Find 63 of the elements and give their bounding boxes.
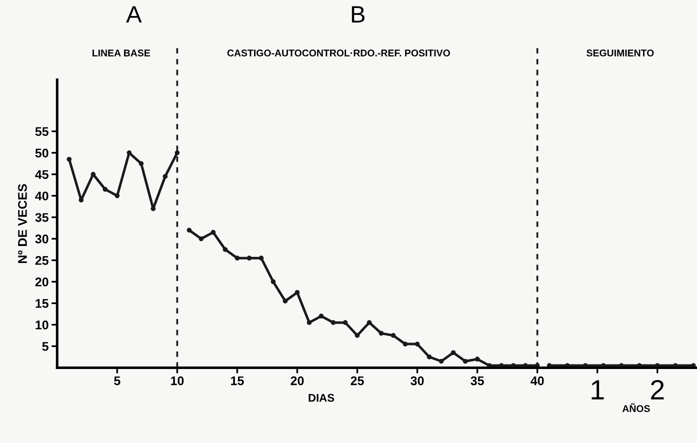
point [114,193,120,198]
point [234,256,240,261]
point [78,198,84,203]
x-tick-label: 5 [114,376,120,386]
y-tick-label: 35 [35,213,48,222]
point [66,156,72,162]
text: 1 [592,380,604,400]
y-tick-label: 10 [36,320,48,330]
y-tick-label: 40 [35,192,48,200]
point [294,290,300,295]
x-tick-label: 20 [290,376,304,386]
y-tick-label: 25 [35,256,48,265]
y-tick-label: 15 [36,299,48,308]
point [474,356,480,362]
point [450,350,456,356]
text: CASTIGO-AUTOCONTROL·RDO.-REF. POSITIVO [227,50,450,56]
y-tick-label: 45 [35,170,48,179]
x-tick-label: 40 [530,376,544,386]
x-tick-label: 30 [410,376,424,386]
point [414,342,420,346]
x-tick-label: 10 [171,376,184,386]
point [126,150,132,156]
point [270,279,276,284]
point [462,358,468,364]
point [342,320,348,325]
point [138,161,144,166]
x-axis-title: DIAS [308,394,334,402]
point [402,342,408,346]
y-tick-label: 30 [35,234,48,244]
text: SEGUIMIENTO [586,50,654,56]
point [246,256,252,261]
point [390,333,396,338]
point [174,150,180,156]
text: 2 [651,380,664,400]
point [186,228,192,233]
point [378,330,384,336]
text: B [352,6,365,22]
y-tick-label: 5 [42,342,48,351]
point [90,172,96,177]
point [318,314,324,319]
y-axis-title: Nº DE VECES [18,184,27,264]
point [330,320,336,325]
x-tick-label: 25 [350,376,364,386]
point [366,320,372,325]
x-tick-label: 35 [470,376,484,386]
y-tick-label: 50 [35,148,48,158]
point [222,247,228,252]
point [306,320,312,325]
point [198,236,204,242]
text: A [126,6,142,22]
point [282,298,288,304]
text: LINEA BASE [92,50,150,56]
point [102,186,108,192]
point [210,230,216,235]
point [258,256,264,261]
y-tick-label: 20 [35,278,48,286]
text: AÑOS [622,403,650,412]
point [162,174,168,179]
point [438,358,444,364]
point [354,333,360,338]
x-tick-label: 15 [231,376,244,386]
point [426,354,432,360]
y-tick-label: 55 [35,127,48,136]
